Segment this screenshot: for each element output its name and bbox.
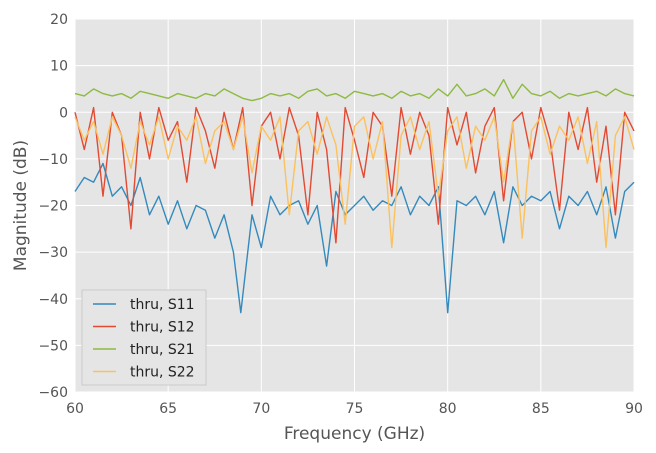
x-tick-label: 65	[159, 401, 177, 417]
legend-entry: thru, S11	[130, 297, 195, 313]
x-tick-label: 60	[66, 401, 84, 417]
y-axis-label: Magnitude (dB)	[11, 140, 31, 271]
y-tick-label: −30	[38, 245, 68, 261]
y-tick-label: −10	[38, 152, 68, 168]
legend-entry: thru, S12	[130, 320, 195, 336]
x-tick-label: 75	[346, 401, 364, 417]
y-tick-label: −40	[38, 292, 68, 308]
y-tick-label: 0	[59, 105, 68, 121]
y-tick-label: −60	[38, 385, 68, 401]
legend-entry: thru, S21	[130, 342, 195, 358]
legend: thru, S11 thru, S12 thru, S21 thru, S22	[82, 290, 206, 385]
legend-entry: thru, S22	[130, 365, 195, 381]
x-axis-label: Frequency (GHz)	[284, 424, 425, 444]
x-tick-label: 80	[439, 401, 457, 417]
y-tick-label: −50	[38, 338, 68, 354]
x-tick-label: 90	[625, 401, 643, 417]
x-tick-label: 70	[252, 401, 270, 417]
y-tick-label: 20	[50, 12, 68, 28]
y-tick-label: −20	[38, 199, 68, 215]
y-tick-label: 10	[50, 59, 68, 75]
x-tick-label: 85	[532, 401, 550, 417]
